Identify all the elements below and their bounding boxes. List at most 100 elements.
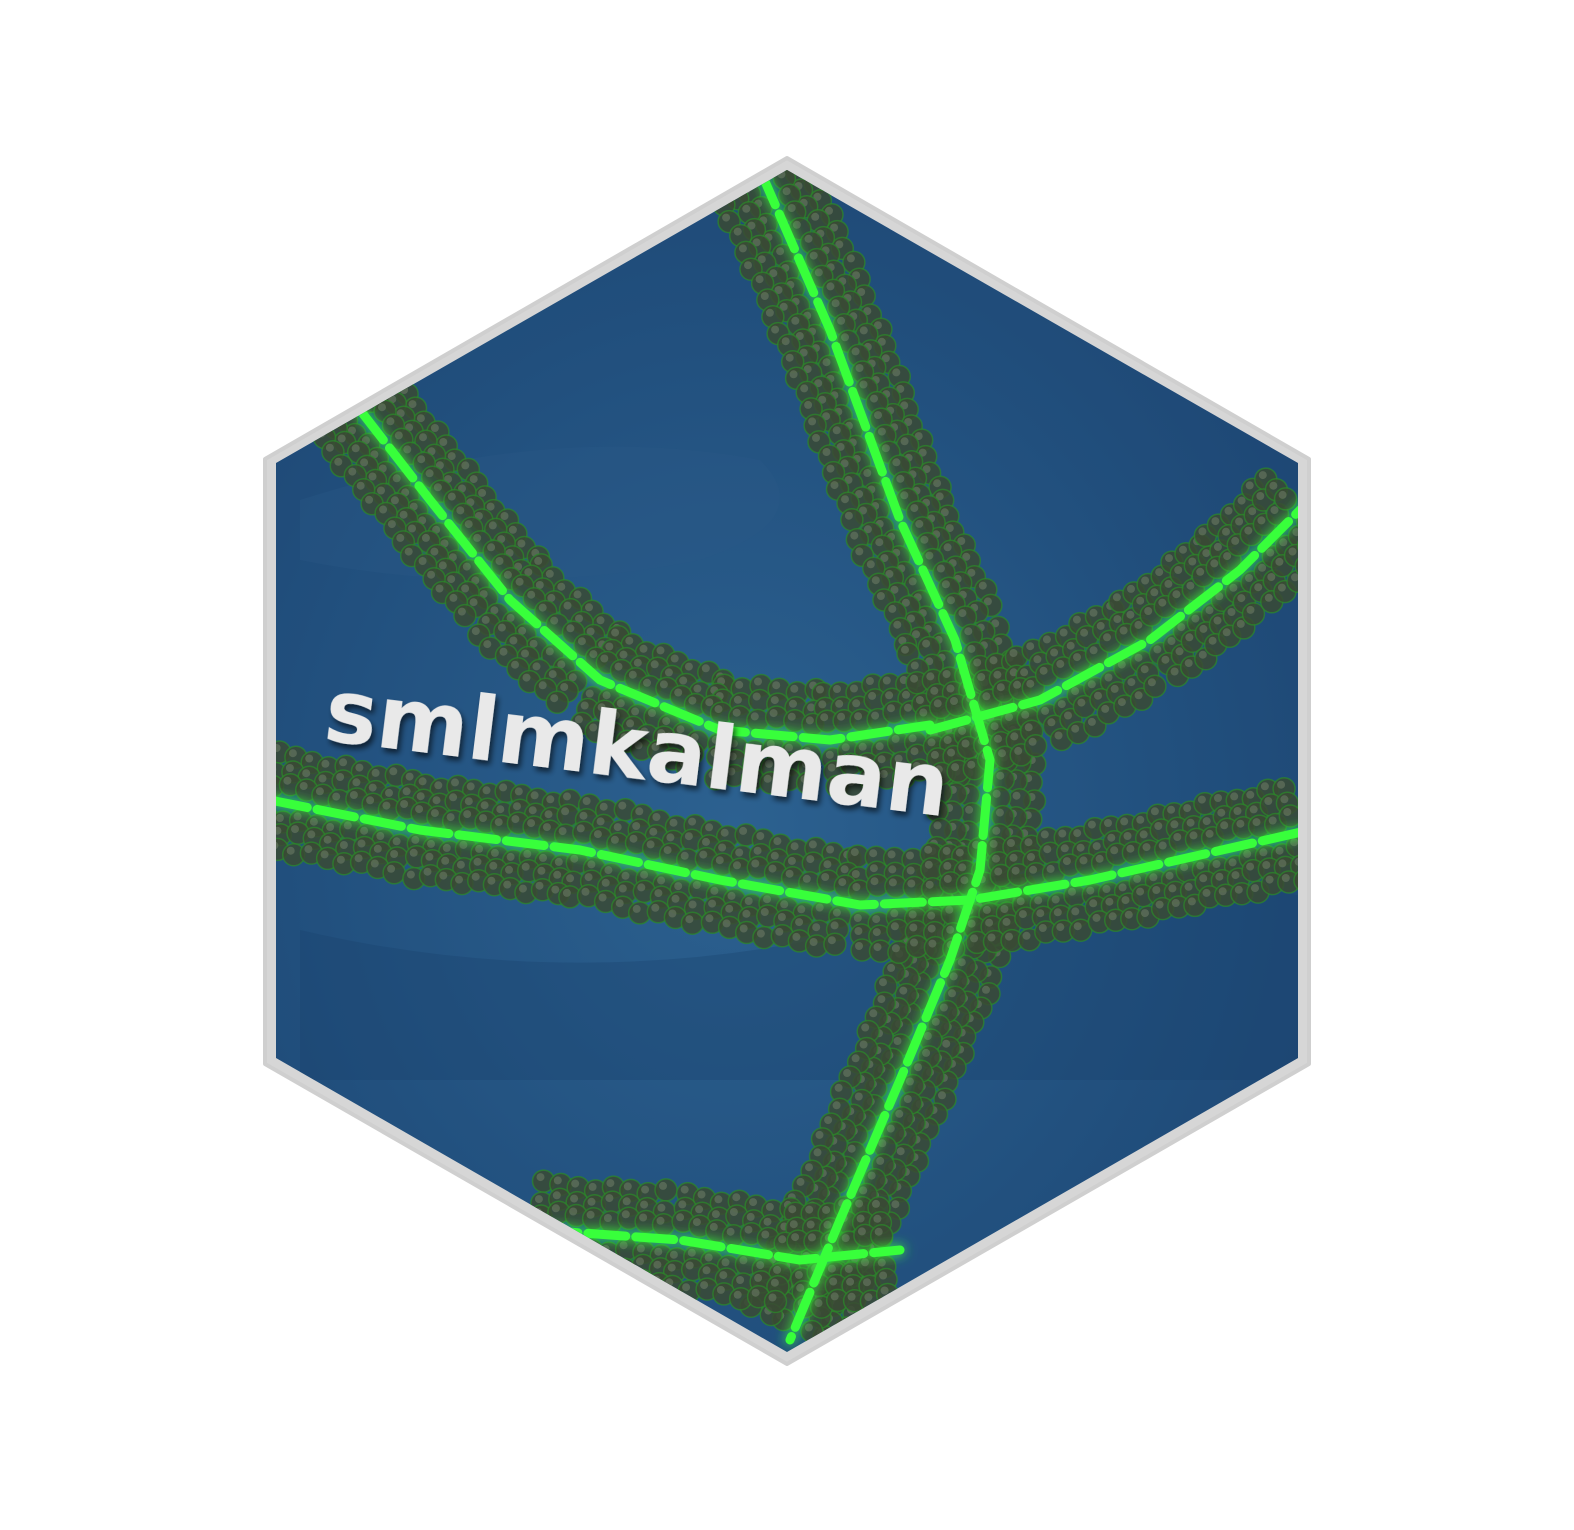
bead-highlight	[996, 683, 1005, 692]
bead-highlight	[421, 533, 430, 542]
bead-highlight	[1102, 885, 1111, 893]
bead-highlight	[1087, 820, 1096, 829]
bead-highlight	[892, 458, 901, 467]
bead-highlight	[521, 862, 530, 871]
bead-highlight	[536, 1173, 545, 1182]
bead-highlight	[815, 903, 824, 912]
bead-highlight	[958, 609, 967, 618]
bead-mark	[525, 1263, 549, 1287]
bead-highlight	[930, 750, 939, 759]
bead-highlight	[900, 491, 909, 500]
bead-highlight	[1245, 574, 1253, 582]
bead-highlight	[695, 1205, 704, 1214]
bead-highlight	[1147, 678, 1156, 687]
bead-highlight	[871, 711, 880, 720]
bead-highlight	[804, 234, 813, 243]
bead-highlight	[866, 560, 875, 569]
bead-highlight	[514, 787, 523, 796]
bead-highlight	[1060, 844, 1069, 853]
bead-highlight	[1133, 874, 1142, 883]
bead-mark	[1273, 487, 1298, 511]
bead-highlight	[371, 768, 380, 777]
bead-highlight	[435, 584, 444, 593]
bead-highlight	[534, 556, 543, 565]
bead-highlight	[778, 1235, 787, 1244]
bead-mark	[577, 1265, 602, 1290]
bead-highlight	[787, 204, 796, 212]
bead-highlight	[1245, 481, 1254, 490]
bead-highlight	[949, 972, 958, 981]
bead-highlight	[1046, 864, 1055, 873]
bead-highlight	[430, 424, 439, 432]
bead-highlight	[337, 434, 346, 443]
bead-highlight	[1038, 924, 1047, 932]
bead-highlight	[1278, 859, 1287, 868]
bead-highlight	[503, 880, 512, 889]
bead-highlight	[888, 865, 897, 874]
bead-highlight	[611, 628, 620, 637]
bead-highlight	[711, 180, 720, 188]
bead-highlight	[820, 713, 829, 722]
bead-highlight	[747, 221, 756, 230]
bead-highlight	[1018, 910, 1027, 919]
bead-highlight	[447, 575, 456, 584]
bead-highlight	[561, 807, 570, 816]
bead-highlight	[851, 870, 860, 878]
bead-highlight	[1134, 653, 1143, 662]
bead-highlight	[872, 1199, 880, 1208]
bead-highlight	[942, 670, 951, 678]
bead-highlight	[998, 749, 1006, 758]
bead-highlight	[682, 1283, 691, 1292]
bead-highlight	[1028, 737, 1037, 746]
bead-highlight	[783, 756, 792, 765]
bead-highlight	[1150, 807, 1159, 816]
bead-highlight	[800, 384, 809, 393]
bead-highlight	[750, 712, 759, 721]
bead-highlight	[606, 1179, 615, 1188]
bead-highlight	[1230, 792, 1239, 801]
bead-highlight	[846, 254, 855, 263]
bead-highlight	[827, 1264, 836, 1273]
bead-highlight	[641, 1185, 650, 1194]
bead-highlight	[599, 1272, 608, 1281]
bead-highlight	[830, 1292, 839, 1301]
bead-mark	[794, 139, 816, 161]
bead-highlight	[844, 511, 853, 520]
bead-highlight	[725, 904, 734, 913]
bead-highlight	[538, 603, 547, 612]
bead-highlight	[1080, 628, 1089, 637]
bead-highlight	[708, 899, 717, 908]
bead-highlight	[967, 919, 976, 928]
bead-highlight	[851, 1054, 860, 1063]
bead-highlight	[499, 783, 508, 792]
bead-highlight	[785, 353, 794, 362]
bead-highlight	[550, 616, 559, 625]
bead-highlight	[613, 823, 622, 832]
bead-highlight	[554, 857, 563, 866]
bead-highlight	[830, 481, 839, 490]
bead-highlight	[1026, 642, 1035, 651]
bead-highlight	[382, 801, 391, 810]
bead-highlight	[539, 853, 547, 862]
bead-highlight	[906, 851, 914, 860]
bead-highlight	[432, 796, 441, 805]
bead-highlight	[368, 472, 377, 481]
bead-highlight	[1312, 548, 1320, 556]
bead-highlight	[1165, 554, 1173, 563]
bead-highlight	[705, 698, 714, 707]
bead-highlight	[626, 719, 635, 728]
bead-highlight	[1188, 557, 1197, 566]
bead-highlight	[1076, 843, 1085, 852]
bead-highlight	[427, 570, 436, 579]
bead-highlight	[877, 427, 886, 436]
bead-highlight	[636, 1257, 644, 1266]
bead-highlight	[455, 875, 463, 884]
bead-highlight	[1161, 655, 1170, 664]
bead-highlight	[547, 593, 556, 602]
bead-highlight	[351, 444, 360, 453]
bead-highlight	[806, 1220, 815, 1229]
bead-highlight	[1158, 841, 1167, 850]
bead-highlight	[1113, 615, 1122, 624]
bead-highlight	[933, 699, 942, 708]
bead-highlight	[901, 645, 909, 654]
